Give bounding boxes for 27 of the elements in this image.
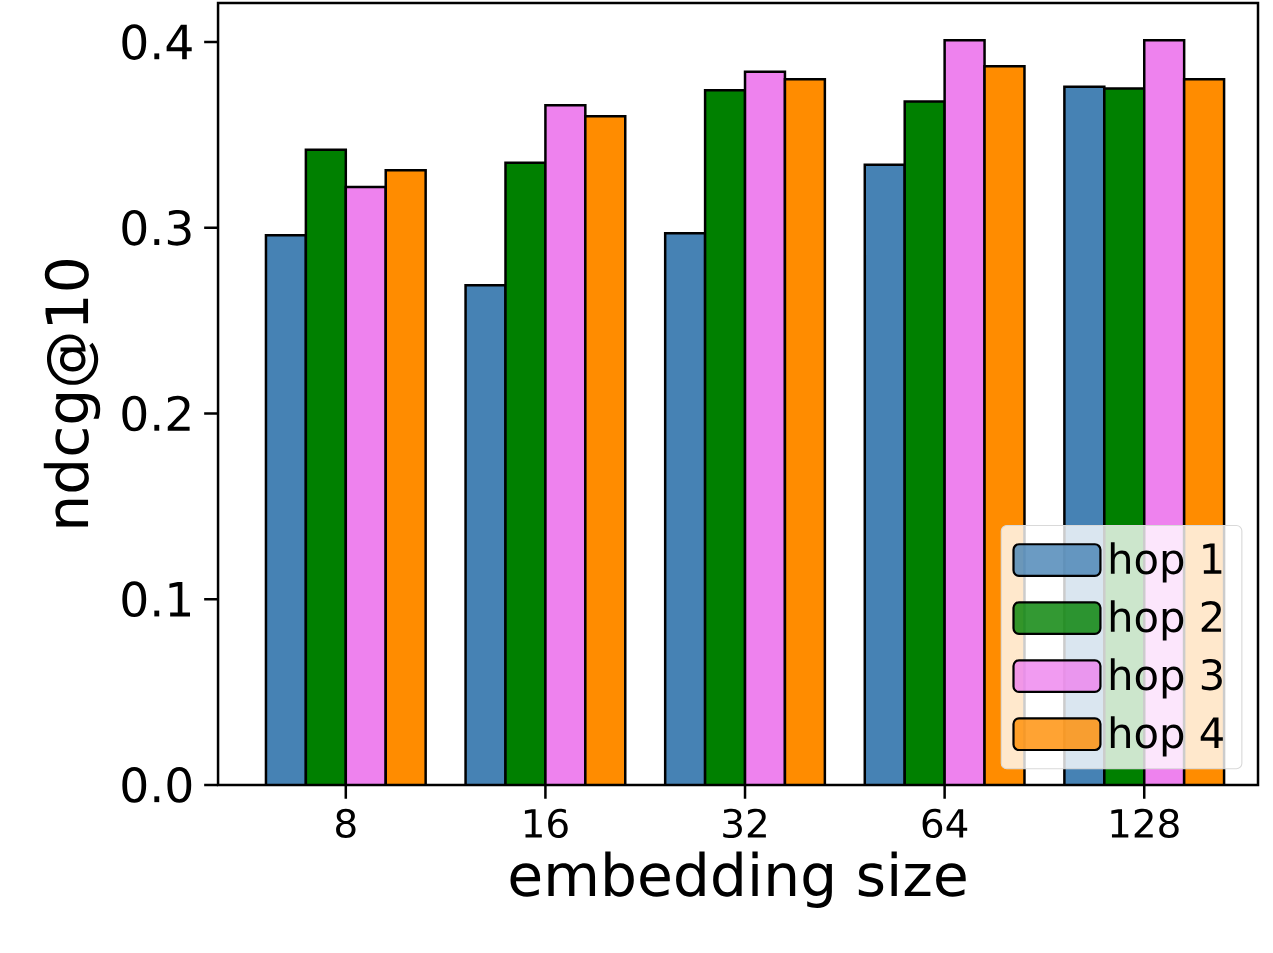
y-tick-label: 0.4 (122, 24, 192, 60)
x-tick-label: 8 (336, 808, 356, 839)
bar (464, 284, 507, 785)
bar (743, 70, 787, 785)
bar (584, 115, 627, 785)
bar (783, 77, 827, 785)
x-tick-label: 128 (1111, 808, 1179, 839)
x-tick-label: 32 (723, 808, 766, 839)
bar (384, 168, 427, 785)
bar (544, 103, 587, 785)
x-tick-label: 64 (922, 808, 968, 839)
y-tick-label: 0.0 (122, 767, 192, 803)
bar (943, 38, 986, 785)
bar (344, 185, 387, 785)
y-tick-label: 0.1 (122, 581, 191, 618)
y-tick-label: 0.3 (122, 209, 191, 246)
bar (863, 163, 906, 785)
bar (663, 232, 707, 785)
x-tick-label: 16 (524, 808, 568, 839)
legend-label: hop 4 (1110, 716, 1223, 757)
legend-label: hop 3 (1110, 658, 1222, 699)
x-axis-title: embedding size (510, 851, 966, 909)
y-axis-title: ndcg@10 (43, 260, 101, 527)
legend-label: hop 2 (1110, 600, 1222, 641)
bar (264, 233, 308, 785)
y-tick-label: 0.2 (122, 395, 190, 432)
legend-label: hop 1 (1110, 542, 1222, 583)
